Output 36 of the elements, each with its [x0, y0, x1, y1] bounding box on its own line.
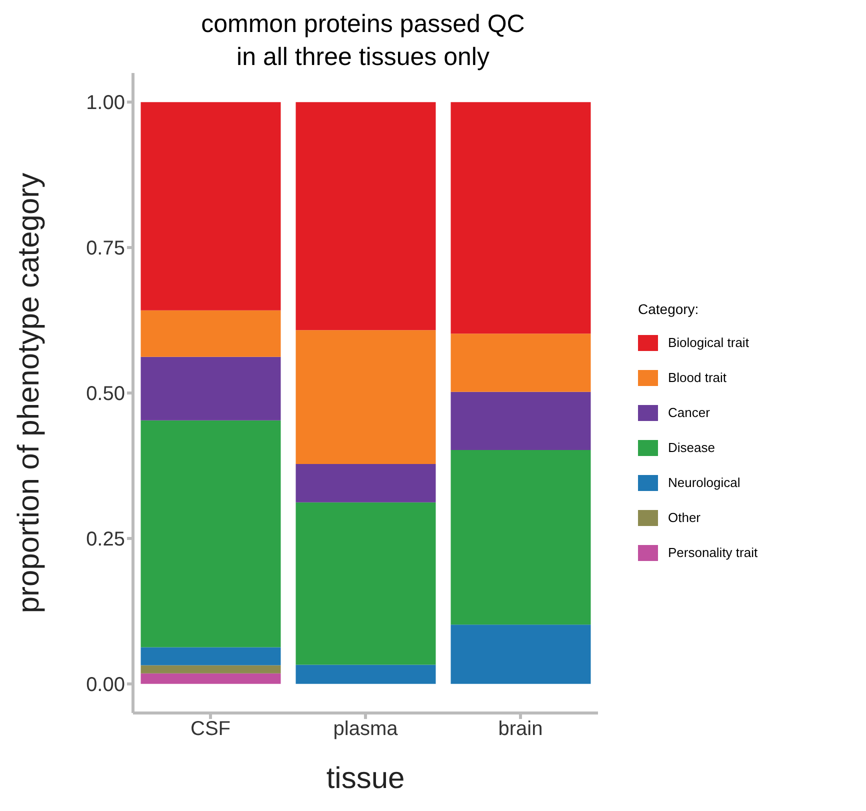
chart-title: common proteins passed QC in all three tissues only: [200, 9, 526, 73]
bar: [296, 502, 436, 665]
legend-title: Category:: [638, 301, 700, 317]
bar: [140, 420, 281, 648]
bar: [296, 664, 436, 684]
bar: [140, 310, 281, 357]
legend-label: Blood trait: [668, 370, 727, 385]
x-tick-label: CSF: [190, 718, 230, 740]
bar: [296, 464, 436, 502]
y-tick-label: 0.25: [86, 528, 125, 551]
y-axis-title: proportion of phenotype category: [12, 172, 46, 614]
x-axis-title: tissue: [326, 762, 405, 795]
y-tick-label: 1.00: [86, 92, 125, 114]
bar: [140, 665, 281, 674]
legend-label: Disease: [668, 440, 715, 455]
bar: [140, 356, 281, 420]
y-tick-label: 0.75: [86, 238, 125, 260]
legend-label: Neurological: [668, 475, 740, 490]
bar: [450, 334, 591, 392]
x-tick-label: brain: [498, 718, 543, 740]
bar: [296, 102, 436, 330]
x-tick-label: plasma: [333, 718, 399, 740]
bar: [140, 673, 281, 684]
bar: [140, 647, 281, 666]
bar: [450, 450, 591, 625]
legend-label: Other: [668, 510, 701, 525]
legend-label: Personality trait: [668, 545, 758, 560]
bar: [450, 624, 591, 684]
bar: [450, 102, 591, 334]
y-tick-label: 0.00: [86, 674, 125, 696]
y-tick-label: 0.50: [86, 383, 125, 406]
bar: [140, 102, 281, 310]
bar: [296, 330, 436, 464]
legend-label: Biological trait: [668, 335, 749, 350]
bar: [450, 392, 591, 450]
legend-label: Cancer: [668, 405, 710, 420]
